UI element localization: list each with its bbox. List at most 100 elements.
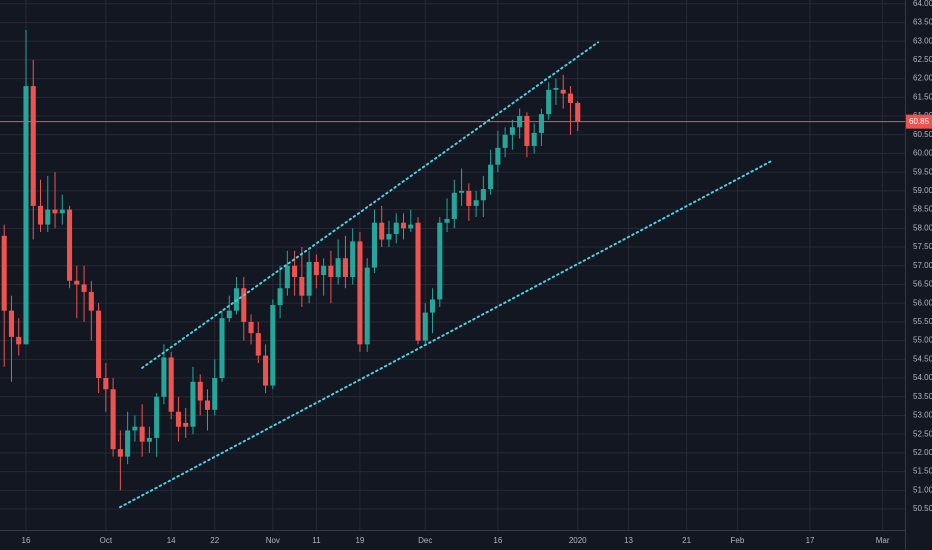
candle-body: [248, 321, 254, 334]
y-tick-label: 59.50: [913, 167, 932, 176]
candle-body: [509, 127, 515, 135]
candle-body: [197, 381, 203, 401]
y-tick-label: 61.50: [913, 92, 932, 101]
y-tick-label: 60.00: [913, 149, 932, 158]
candle-body: [524, 116, 530, 146]
y-tick-label: 63.00: [913, 36, 932, 45]
candle-body: [335, 258, 341, 277]
candle-body: [328, 265, 334, 277]
candle-body: [132, 426, 138, 431]
candle-body: [204, 400, 211, 410]
candle-body: [422, 312, 428, 341]
y-tick-label: 56.00: [913, 298, 932, 307]
y-tick-label: 55.50: [913, 317, 932, 326]
x-tick-label: Dec: [418, 536, 432, 545]
y-tick-label: 59.00: [913, 186, 932, 195]
candle-body: [306, 262, 312, 296]
candle-body: [270, 305, 276, 386]
candle-body: [146, 437, 152, 442]
candle-body: [495, 147, 501, 165]
candle-body: [357, 241, 363, 345]
candle-body: [168, 357, 174, 412]
y-tick-label: 51.50: [913, 467, 932, 476]
candle-body: [488, 164, 494, 190]
last-price-box: [906, 114, 932, 129]
candle-body: [393, 222, 399, 234]
plot: [0, 29, 905, 509]
candle-body: [299, 276, 305, 296]
y-tick-label: 50.50: [913, 504, 932, 513]
candle-body: [67, 209, 73, 281]
candle-body: [321, 265, 327, 276]
y-tick-label: 62.00: [913, 74, 932, 83]
candle-body: [117, 449, 123, 457]
grid: [0, 0, 905, 530]
candle-body: [350, 241, 356, 277]
y-tick-label: 57.50: [913, 242, 932, 251]
y-tick-label: 54.00: [913, 373, 932, 382]
y-tick-label: 53.00: [913, 411, 932, 420]
y-tick-label: 62.50: [913, 55, 932, 64]
y-tick-label: 58.00: [913, 223, 932, 232]
y-tick-label: 56.50: [913, 280, 932, 289]
candle-body: [502, 134, 508, 148]
candle-body: [154, 396, 160, 438]
candle-body: [226, 310, 232, 319]
last-price-label: 60.85: [909, 117, 930, 126]
y-tick-label: 52.00: [913, 448, 932, 457]
candle-body: [466, 190, 472, 206]
candle-body: [1, 235, 7, 311]
x-tick-label: 14: [167, 536, 176, 545]
candle-body: [531, 132, 537, 146]
x-tick-label: 13: [624, 536, 633, 545]
candle-body: [567, 93, 574, 103]
y-tick-label: 60.50: [913, 130, 932, 139]
candle-body: [30, 86, 36, 206]
y-tick-label: 53.50: [913, 392, 932, 401]
candle-body: [255, 333, 261, 356]
y-tick-label: 63.50: [913, 18, 932, 27]
x-tick-label: Nov: [266, 536, 280, 545]
x-tick-label: 16: [493, 536, 502, 545]
candle-body: [400, 222, 407, 229]
candle-body: [88, 291, 94, 311]
candle-body: [190, 381, 196, 427]
candle-body: [546, 89, 552, 115]
y-tick-label: 64.00: [913, 0, 932, 8]
candle-body: [175, 411, 181, 427]
candle-body: [161, 357, 167, 397]
x-tick-label: 11: [312, 536, 321, 545]
candle-body: [313, 262, 319, 276]
candle-body: [125, 430, 131, 457]
candle-body: [437, 222, 443, 300]
candle-body: [23, 86, 29, 345]
y-tick-label: 52.50: [913, 429, 932, 438]
y-tick-label: 54.50: [913, 354, 932, 363]
candle-body: [342, 258, 348, 277]
candle-body: [364, 267, 370, 345]
candle-body: [444, 218, 450, 223]
candle-body: [560, 89, 566, 94]
candle-body: [451, 192, 457, 219]
candle-body: [96, 310, 102, 379]
candle-body: [16, 336, 22, 345]
candle-body: [241, 288, 247, 322]
candle-body: [103, 378, 109, 390]
candle-body: [379, 222, 385, 240]
y-tick-label: 57.00: [913, 261, 932, 270]
x-tick-label: 22: [210, 536, 219, 545]
candle-body: [415, 222, 421, 341]
candle-body: [553, 87, 559, 90]
candle-body: [473, 200, 479, 206]
candle-body: [110, 389, 116, 450]
candle-body: [8, 310, 15, 337]
candle-body: [183, 422, 189, 427]
candle-body: [284, 265, 290, 289]
candle-body: [219, 318, 225, 379]
candle-body: [52, 209, 58, 214]
candle-body: [212, 378, 218, 410]
x-tick-label: 16: [22, 536, 31, 545]
candle-body: [45, 209, 51, 225]
y-tick-label: 51.00: [913, 485, 932, 494]
